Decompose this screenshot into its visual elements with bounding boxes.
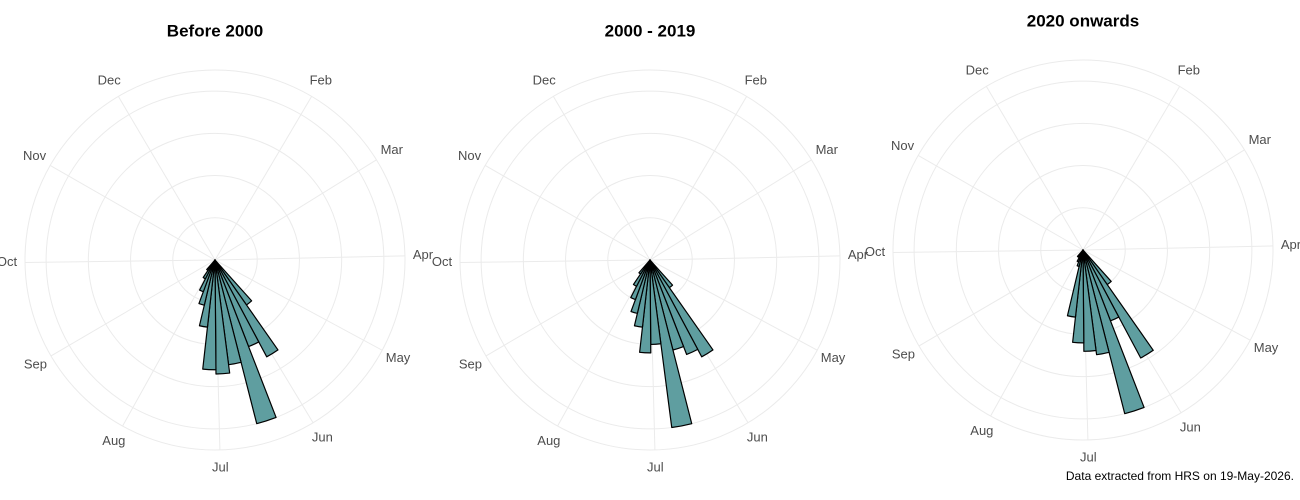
- grid-spoke: [214, 159, 377, 261]
- month-label: Feb: [310, 72, 332, 87]
- month-label: Feb: [745, 72, 767, 87]
- month-label: Dec: [533, 72, 557, 87]
- month-label: Aug: [537, 433, 560, 448]
- month-label: Nov: [458, 148, 482, 163]
- month-label: Sep: [892, 346, 915, 361]
- bar: [206, 259, 216, 272]
- grid-spoke: [214, 259, 383, 351]
- month-label: May: [821, 350, 846, 365]
- bar: [1076, 249, 1084, 258]
- month-label: Sep: [459, 356, 482, 371]
- bar: [1082, 249, 1154, 359]
- grid-spoke: [485, 259, 651, 357]
- grid-spoke: [214, 255, 405, 261]
- month-label: Apr: [1281, 237, 1300, 252]
- month-label: May: [386, 350, 411, 365]
- grid-spoke: [50, 259, 216, 357]
- grid-spoke: [917, 155, 1084, 251]
- grid-circle: [955, 122, 1211, 378]
- grid-spoke: [649, 159, 812, 261]
- grid-circle: [87, 132, 343, 388]
- month-label: Dec: [966, 62, 990, 77]
- grid-circle: [45, 90, 385, 430]
- month-label: Mar: [1249, 132, 1272, 147]
- bar: [649, 259, 714, 358]
- month-label: Jun: [1180, 420, 1201, 435]
- month-label: Mar: [816, 142, 839, 157]
- bar: [214, 259, 277, 425]
- grid-spoke: [649, 255, 840, 261]
- grid-circle: [892, 59, 1274, 441]
- chart-title: 2000 - 2019: [605, 21, 696, 40]
- grid-spoke: [214, 96, 313, 261]
- month-label: Dec: [98, 72, 122, 87]
- grid-circle: [459, 69, 841, 451]
- grid-spoke: [49, 165, 216, 261]
- grid-spoke: [1082, 249, 1251, 341]
- chart-title: 2020 onwards: [1027, 11, 1139, 30]
- month-label: Feb: [1178, 62, 1200, 77]
- grid-spoke: [985, 86, 1084, 251]
- chart-title: Before 2000: [167, 21, 263, 40]
- grid-circle: [24, 69, 406, 451]
- month-label: Oct: [0, 254, 18, 269]
- grid-spoke: [484, 165, 651, 261]
- month-label: May: [1254, 340, 1279, 355]
- month-label: Jun: [312, 430, 333, 445]
- month-label: Jun: [747, 430, 768, 445]
- caption: Data extracted from HRS on 19-May-2026.: [1066, 469, 1294, 483]
- month-label: Aug: [102, 433, 125, 448]
- grid-spoke: [122, 259, 216, 427]
- bar: [1082, 249, 1110, 356]
- grid-spoke: [1082, 245, 1273, 251]
- month-label: Jul: [1080, 449, 1097, 464]
- grid-spoke: [918, 249, 1084, 347]
- month-label: Mar: [381, 142, 404, 157]
- month-label: Nov: [891, 138, 915, 153]
- bar: [649, 259, 699, 356]
- grid-spoke: [649, 96, 748, 261]
- month-label: Jul: [212, 459, 229, 474]
- grid-circle: [522, 132, 778, 388]
- month-label: Sep: [24, 356, 47, 371]
- bar: [638, 259, 651, 275]
- grid-spoke: [25, 259, 216, 263]
- month-label: Apr: [848, 247, 869, 262]
- grid-spoke: [460, 259, 651, 263]
- grid-spoke: [893, 249, 1084, 253]
- month-label: Jul: [647, 459, 664, 474]
- bar: [649, 259, 693, 429]
- bar: [214, 259, 231, 375]
- grid-spoke: [552, 96, 651, 261]
- month-label: Apr: [413, 247, 434, 262]
- grid-spoke: [1082, 86, 1181, 251]
- month-label: Oct: [865, 244, 886, 259]
- grid-spoke: [990, 249, 1084, 417]
- month-label: Oct: [432, 254, 453, 269]
- grid-spoke: [557, 259, 651, 427]
- grid-circle: [480, 90, 820, 430]
- bar: [1082, 249, 1097, 352]
- grid-spoke: [1082, 149, 1245, 251]
- month-label: Nov: [23, 148, 47, 163]
- bar: [1082, 249, 1145, 415]
- grid-circle: [913, 80, 1253, 420]
- bar: [214, 259, 279, 358]
- grid-spoke: [649, 259, 818, 351]
- month-label: Aug: [970, 423, 993, 438]
- grid-spoke: [117, 96, 216, 261]
